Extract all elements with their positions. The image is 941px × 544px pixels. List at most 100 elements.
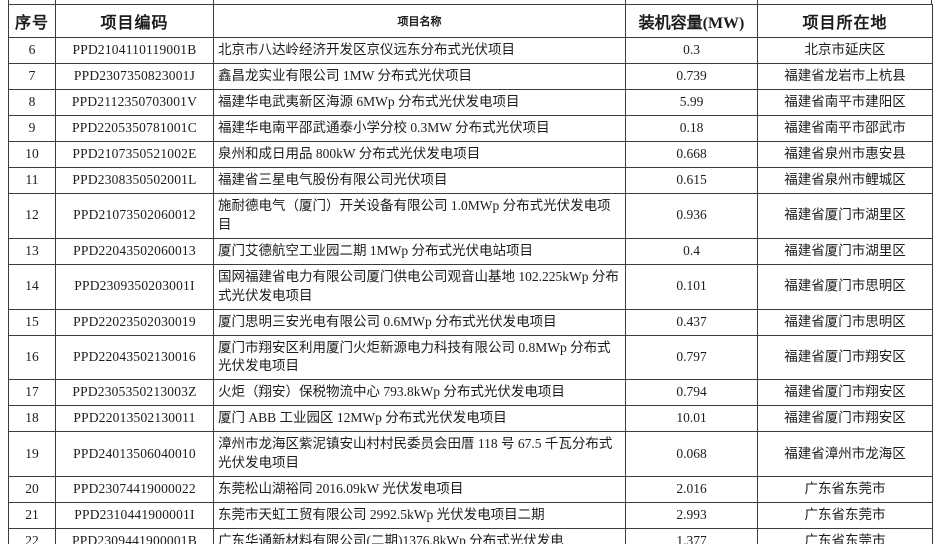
- cell-capacity: 0.101: [625, 263, 758, 310]
- table-row: 15 PPD22023502030019 厦门思明三安光电有限公司 0.6MWp…: [8, 308, 933, 336]
- cell-location: 北京市延庆区: [757, 37, 933, 64]
- cell-location: 福建省厦门市翔安区: [757, 334, 933, 381]
- cell-location: 福建省漳州市龙海区: [757, 431, 933, 478]
- cell-project-name: 鑫昌龙实业有限公司 1MW 分布式光伏项目: [213, 63, 626, 90]
- table-continuation-stub: [931, 0, 932, 5]
- cell-location: 福建省泉州市惠安县: [757, 141, 933, 168]
- cell-project-name: 漳州市龙海区紫泥镇安山村村民委员会田厝 118 号 67.5 千瓦分布式光伏发电…: [213, 431, 626, 478]
- cell-location: 福建省龙岩市上杭县: [757, 63, 933, 90]
- cell-capacity: 0.615: [625, 167, 758, 194]
- cell-serial-number: 18: [8, 405, 56, 433]
- cell-capacity: 5.99: [625, 89, 758, 116]
- table-row: 7 PPD2307350823001J 鑫昌龙实业有限公司 1MW 分布式光伏项…: [8, 63, 933, 90]
- cell-capacity: 0.068: [625, 431, 758, 478]
- cell-project-code: PPD23074419000022: [55, 476, 214, 504]
- cell-location: 福建省南平市邵武市: [757, 115, 933, 142]
- cell-serial-number: 14: [8, 263, 56, 310]
- table-row: 13 PPD22043502060013 厦门艾德航空工业园二期 1MWp 分布…: [8, 237, 933, 265]
- cell-location: 福建省厦门市思明区: [757, 263, 933, 310]
- cell-project-name: 国网福建省电力有限公司厦门供电公司观音山基地 102.225kWp 分布式光伏发…: [213, 263, 626, 310]
- cell-location: 福建省厦门市思明区: [757, 308, 933, 336]
- table-continuation-stub: [757, 0, 758, 5]
- cell-location: 福建省厦门市翔安区: [757, 405, 933, 433]
- cell-project-name: 福建华电南平邵武通泰小学分校 0.3MW 分布式光伏项目: [213, 115, 626, 142]
- cell-serial-number: 7: [8, 63, 56, 90]
- cell-capacity: 0.3: [625, 37, 758, 64]
- cell-project-code: PPD2310441900001I: [55, 502, 214, 530]
- header-project-name: 项目名称: [213, 4, 626, 38]
- cell-serial-number: 11: [8, 167, 56, 194]
- cell-project-code: PPD2205350781001C: [55, 115, 214, 142]
- cell-serial-number: 22: [8, 528, 56, 544]
- table-row: 17 PPD2305350213003Z 火炬（翔安）保税物流中心 793.8k…: [8, 379, 933, 407]
- cell-project-name: 泉州和成日用品 800kW 分布式光伏发电项目: [213, 141, 626, 168]
- cell-serial-number: 6: [8, 37, 56, 64]
- cell-project-code: PPD22043502130016: [55, 334, 214, 381]
- cell-capacity: 0.794: [625, 379, 758, 407]
- cell-serial-number: 10: [8, 141, 56, 168]
- cell-serial-number: 13: [8, 237, 56, 265]
- cell-capacity: 1.377: [625, 528, 758, 544]
- cell-project-name: 福建省三星电气股份有限公司光伏项目: [213, 167, 626, 194]
- cell-location: 福建省厦门市湖里区: [757, 237, 933, 265]
- cell-project-code: PPD2107350521002E: [55, 141, 214, 168]
- cell-capacity: 0.797: [625, 334, 758, 381]
- cell-project-name: 厦门市翔安区利用厦门火炬新源电力科技有限公司 0.8MWp 分布式光伏发电项目: [213, 334, 626, 381]
- cell-location: 福建省厦门市湖里区: [757, 193, 933, 239]
- table-continuation-stub: [625, 0, 626, 5]
- table-header-row: 序号 项目编码 项目名称 装机容量(MW) 项目所在地: [8, 4, 933, 38]
- cell-project-code: PPD2305350213003Z: [55, 379, 214, 407]
- cell-project-code: PPD22013502130011: [55, 405, 214, 433]
- cell-location: 福建省厦门市翔安区: [757, 379, 933, 407]
- table-row: 8 PPD2112350703001V 福建华电武夷新区海源 6MWp 分布式光…: [8, 89, 933, 116]
- table-continuation-stub: [55, 0, 56, 5]
- cell-serial-number: 9: [8, 115, 56, 142]
- cell-capacity: 0.936: [625, 193, 758, 239]
- cell-location: 广东省东莞市: [757, 528, 933, 544]
- table-row: 10 PPD2107350521002E 泉州和成日用品 800kW 分布式光伏…: [8, 141, 933, 168]
- table-row: 9 PPD2205350781001C 福建华电南平邵武通泰小学分校 0.3MW…: [8, 115, 933, 142]
- header-serial-number: 序号: [8, 4, 56, 38]
- cell-project-code: PPD2309441900001B: [55, 528, 214, 544]
- cell-capacity: 10.01: [625, 405, 758, 433]
- table-continuation-stub: [213, 0, 214, 5]
- header-installed-capacity: 装机容量(MW): [625, 4, 758, 38]
- cell-project-code: PPD22043502060013: [55, 237, 214, 265]
- cell-capacity: 2.016: [625, 476, 758, 504]
- cell-project-name: 北京市八达岭经济开发区京仪远东分布式光伏项目: [213, 37, 626, 64]
- cell-project-code: PPD24013506040010: [55, 431, 214, 478]
- pv-projects-table: 序号 项目编码 项目名称 装机容量(MW) 项目所在地 6 PPD2104110…: [8, 4, 933, 544]
- header-project-code: 项目编码: [55, 4, 214, 38]
- table-row: 6 PPD2104110119001B 北京市八达岭经济开发区京仪远东分布式光伏…: [8, 37, 933, 64]
- cell-project-name: 施耐德电气（厦门）开关设备有限公司 1.0MWp 分布式光伏发电项目: [213, 193, 626, 239]
- table-row: 16 PPD22043502130016 厦门市翔安区利用厦门火炬新源电力科技有…: [8, 334, 933, 381]
- cell-serial-number: 20: [8, 476, 56, 504]
- table-row: 11 PPD2308350502001L 福建省三星电气股份有限公司光伏项目 0…: [8, 167, 933, 194]
- cell-project-name: 厦门思明三安光电有限公司 0.6MWp 分布式光伏发电项目: [213, 308, 626, 336]
- cell-project-name: 火炬（翔安）保税物流中心 793.8kWp 分布式光伏发电项目: [213, 379, 626, 407]
- cell-location: 福建省南平市建阳区: [757, 89, 933, 116]
- table-row: 21 PPD2310441900001I 东莞市天虹工贸有限公司 2992.5k…: [8, 502, 933, 530]
- cell-project-code: PPD2309350203001I: [55, 263, 214, 310]
- cell-location: 福建省泉州市鲤城区: [757, 167, 933, 194]
- cell-serial-number: 15: [8, 308, 56, 336]
- table-continuation-stub: [8, 0, 9, 5]
- cell-serial-number: 12: [8, 193, 56, 239]
- table-row: 18 PPD22013502130011 厦门 ABB 工业园区 12MWp 分…: [8, 405, 933, 433]
- cell-project-name: 东莞松山湖裕同 2016.09kW 光伏发电项目: [213, 476, 626, 504]
- cell-capacity: 2.993: [625, 502, 758, 530]
- cell-serial-number: 19: [8, 431, 56, 478]
- cell-capacity: 0.437: [625, 308, 758, 336]
- cell-project-code: PPD2112350703001V: [55, 89, 214, 116]
- cell-project-code: PPD2308350502001L: [55, 167, 214, 194]
- cell-project-name: 福建华电武夷新区海源 6MWp 分布式光伏发电项目: [213, 89, 626, 116]
- cell-project-code: PPD21073502060012: [55, 193, 214, 239]
- header-project-location: 项目所在地: [757, 4, 933, 38]
- cell-location: 广东省东莞市: [757, 502, 933, 530]
- cell-project-name: 厦门艾德航空工业园二期 1MWp 分布式光伏电站项目: [213, 237, 626, 265]
- cell-serial-number: 8: [8, 89, 56, 116]
- cell-capacity: 0.4: [625, 237, 758, 265]
- table-row: 14 PPD2309350203001I 国网福建省电力有限公司厦门供电公司观音…: [8, 263, 933, 310]
- cell-project-name: 广东华通新材料有限公司(二期)1376.8kWp 分布式光伏发电: [213, 528, 626, 544]
